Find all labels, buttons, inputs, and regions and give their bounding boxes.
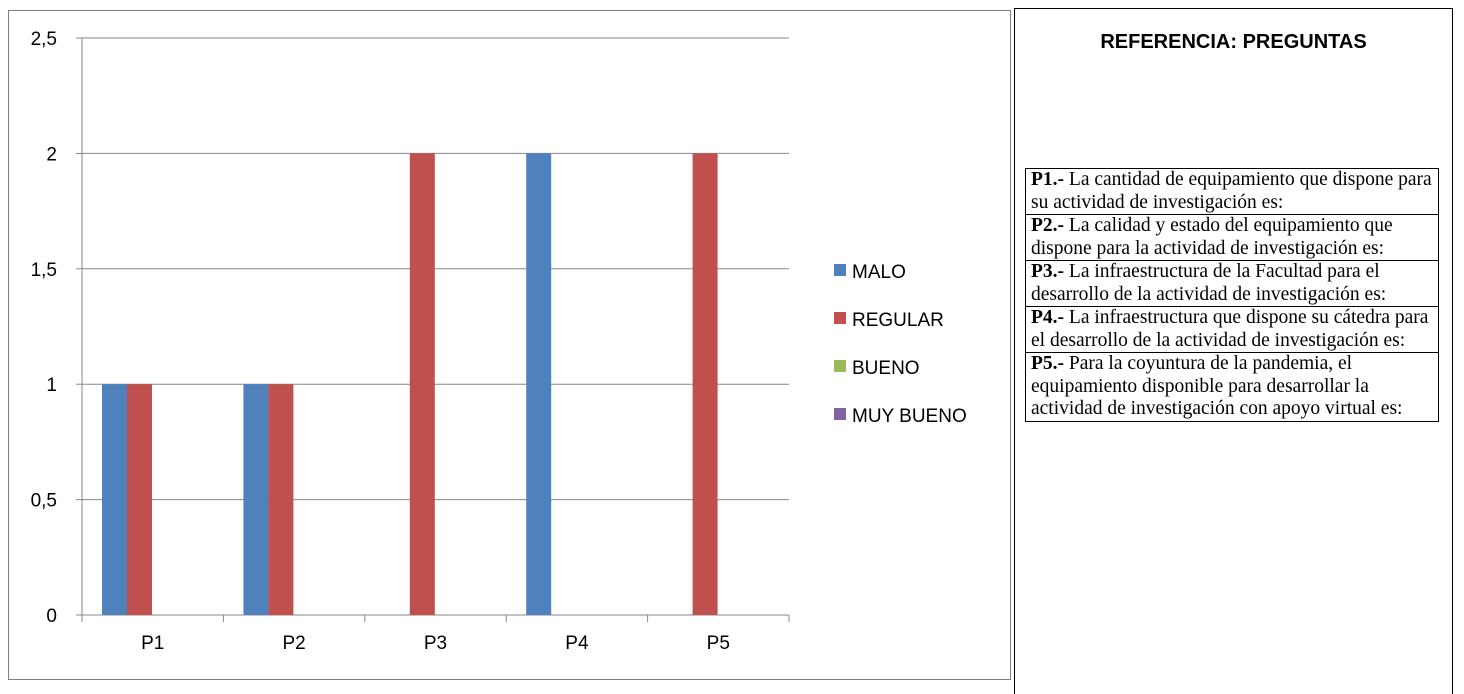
chart-frame	[8, 10, 1011, 680]
legend-swatch	[834, 360, 846, 372]
y-tick-label: 2,5	[31, 29, 57, 50]
question-cell: P3.- La infraestructura de la Facultad p…	[1025, 260, 1439, 307]
question-text: Para la coyuntura de la pandemia, el equ…	[1031, 353, 1403, 419]
y-tick-label: 1	[46, 375, 57, 396]
bar-malo-p4	[526, 153, 552, 615]
question-cell: P1.- La cantidad de equipamiento que dis…	[1025, 168, 1439, 215]
question-text: La infraestructura de la Facultad para e…	[1031, 261, 1387, 305]
y-tick-label: 2	[46, 144, 57, 165]
question-row: P1.- La cantidad de equipamiento que dis…	[1025, 168, 1439, 215]
bar-malo-p2	[243, 384, 269, 615]
y-tick-label: 0	[46, 606, 57, 627]
question-code: P4.-	[1031, 307, 1065, 328]
legend-swatch	[834, 408, 846, 420]
x-tick-label: P3	[424, 633, 447, 654]
bar-regular-p1	[127, 384, 152, 615]
legend-label: MUY BUENO	[852, 406, 967, 427]
y-tick-label: 0,5	[31, 491, 57, 512]
x-tick-label: P1	[141, 633, 164, 654]
legend-swatch	[834, 264, 846, 276]
question-cell: P4.- La infraestructura que dispone su c…	[1025, 306, 1439, 353]
question-text: La cantidad de equipamiento que dispone …	[1031, 169, 1432, 213]
y-tick-label: 1,5	[31, 260, 57, 281]
question-row: P5.- Para la coyuntura de la pandemia, e…	[1025, 352, 1439, 422]
reference-title: REFERENCIA: PREGUNTAS	[1100, 31, 1367, 53]
question-code: P2.-	[1031, 215, 1065, 236]
legend-swatch	[834, 312, 846, 324]
bar-regular-p2	[268, 384, 294, 615]
bar-regular-p5	[692, 153, 718, 615]
question-code: P3.-	[1031, 261, 1065, 282]
reference-panel: REFERENCIA: PREGUNTAS	[1014, 8, 1453, 694]
question-row: P2.- La calidad y estado del equipamient…	[1025, 214, 1439, 261]
question-text: La infraestructura que dispone su cátedr…	[1031, 307, 1429, 351]
bar-regular-p3	[409, 153, 435, 615]
legend-label: MALO	[852, 262, 906, 283]
question-text: La calidad y estado del equipamiento que…	[1031, 215, 1393, 259]
x-tick-label: P4	[565, 633, 589, 654]
question-row: P4.- La infraestructura que dispone su c…	[1025, 306, 1439, 353]
bar-malo-p1	[102, 384, 127, 615]
question-code: P5.-	[1031, 353, 1065, 374]
legend-label: BUENO	[852, 358, 920, 379]
legend-label: REGULAR	[852, 310, 944, 331]
question-cell: P2.- La calidad y estado del equipamient…	[1025, 214, 1439, 261]
questions-table: P1.- La cantidad de equipamiento que dis…	[1025, 168, 1439, 422]
question-code: P1.-	[1031, 169, 1065, 190]
question-cell: P5.- Para la coyuntura de la pandemia, e…	[1025, 352, 1439, 422]
x-tick-label: P5	[707, 633, 730, 654]
question-row: P3.- La infraestructura de la Facultad p…	[1025, 260, 1439, 307]
bar-chart: 0 0,5 1 1,5 2 2,5 P1 P2 P3 P4 P5 MALO REGULAR BUENO MU…	[31, 29, 967, 654]
x-tick-label: P2	[282, 633, 305, 654]
